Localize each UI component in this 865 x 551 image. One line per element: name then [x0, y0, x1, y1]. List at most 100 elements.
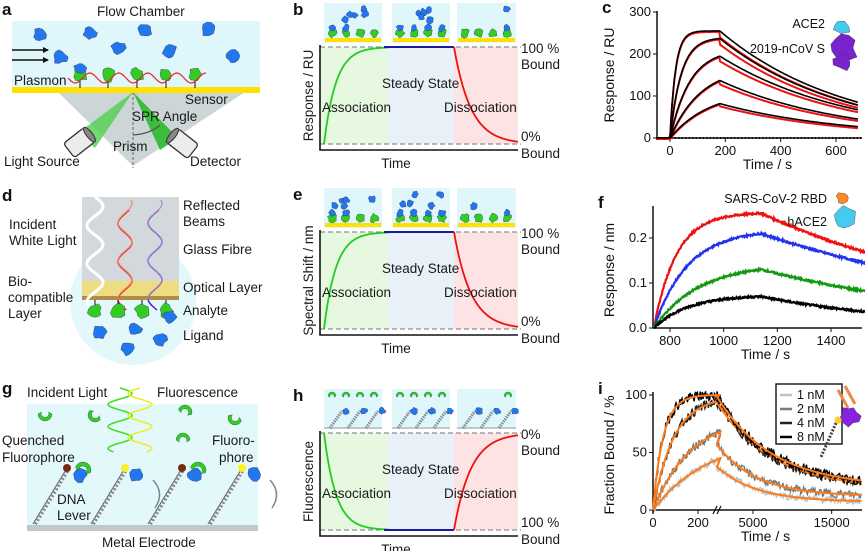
top-percent-label: 100 %: [521, 41, 559, 56]
y-tick-label: 100: [629, 88, 651, 103]
bound-ligand-icon: [424, 24, 432, 31]
free-ligand-icon: [427, 201, 436, 210]
bound-ligand-icon: [396, 208, 404, 218]
series-2-fit-line: [652, 430, 862, 511]
association-region: [320, 433, 388, 530]
fluoro-label: Fluoro-: [212, 433, 255, 448]
series-4-line: [653, 293, 865, 330]
panel-f-bli-chart: 0.0 0.1 0.2 800 1000 1200 1400 Time / s f Respons…: [598, 192, 865, 362]
sensor-surface: [325, 223, 381, 227]
panel-letter: e: [293, 185, 302, 204]
top-percent-label: 0%: [521, 427, 541, 442]
legend-label: 2 nM: [797, 402, 825, 416]
free-analyte-icon: [503, 391, 513, 398]
axis-break-icon: [712, 505, 722, 515]
spr-angle-label: SPR Angle: [132, 109, 197, 124]
analyte-icon: [225, 49, 241, 64]
y-axis-label: Response / RU: [301, 50, 316, 142]
x-tick-label: 200: [714, 143, 736, 158]
free-analyte-icon: [175, 432, 191, 443]
bound-analyte-icon: [73, 63, 88, 74]
receptor-icon: [355, 28, 366, 38]
ligand-icon: [446, 408, 455, 415]
quenched-fluorophore-icon: [63, 464, 71, 472]
ligand-icon: [427, 406, 436, 415]
panel-letter: i: [598, 379, 603, 398]
electrode: [324, 427, 382, 429]
bound-ligand-icon: [395, 24, 404, 32]
dna-label: DNA: [57, 492, 86, 507]
x-tick-label: 800: [659, 333, 681, 348]
legend-spike: 2019-nCoV S: [750, 42, 825, 56]
dna-helix: [148, 466, 186, 526]
free-analyte-icon: [327, 391, 337, 398]
analyte-icon: [152, 333, 169, 347]
x-axis-label: Time / s: [741, 346, 790, 362]
ligand-icon: [342, 408, 350, 415]
state-thumbnail-1: [324, 3, 382, 43]
dna-helix: [91, 466, 129, 526]
y-tick-label: 0: [644, 130, 651, 145]
analyte-icon: [82, 26, 98, 40]
series-2-line: [652, 230, 865, 329]
y-axis-label: Response / nm: [601, 223, 617, 317]
axes: [319, 230, 518, 336]
compatible-label: compatible: [8, 290, 73, 305]
ligand-icon: [110, 303, 126, 318]
hace2-icon: [834, 205, 856, 229]
y-axis-label: Response / RU: [601, 28, 617, 123]
free-ligand-icon: [341, 15, 349, 24]
dna-lever: [396, 410, 412, 429]
analyte-icon: [93, 325, 108, 340]
dissociation-label: Dissociation: [444, 100, 517, 115]
free-analyte-icon: [409, 391, 419, 398]
ligand-icon: [133, 303, 150, 319]
analyte-icon: [202, 21, 216, 36]
dissociation-region: [454, 47, 518, 144]
sensor-surface: [458, 38, 515, 42]
x-tick-label: 0: [649, 515, 656, 530]
dissociation-region: [454, 232, 518, 329]
receptor-icon: [460, 213, 470, 223]
panel-letter: f: [598, 193, 604, 212]
ligand-receptor-icon: [130, 66, 144, 81]
axes: [319, 431, 518, 537]
receptor-icon: [355, 213, 365, 223]
incident-white-light-wave: [85, 195, 105, 312]
bound-ligand-icon: [437, 209, 447, 218]
free-analyte-icon: [437, 391, 447, 398]
fluorescence-wave: [127, 387, 153, 453]
x-tick-label: 200: [687, 515, 709, 530]
incident-label: Incident: [9, 217, 57, 232]
bound-ligand-icon: [438, 24, 446, 33]
quenched-label: Quenched: [2, 433, 64, 448]
x-tick-label: 1000: [709, 333, 738, 348]
legend-rbd: SARS-CoV-2 RBD: [724, 192, 827, 206]
x-tick-label: 1400: [817, 333, 846, 348]
bound-ligand-icon: [503, 208, 511, 216]
x-axis-label: Time: [381, 156, 411, 171]
series-1-line: [652, 210, 865, 329]
bound-ligand-icon: [328, 24, 337, 32]
sensor-surface: [458, 223, 515, 227]
association-label: Association: [322, 100, 391, 115]
ligand-icon: [511, 408, 519, 415]
bound-ligand-icon: [341, 23, 350, 32]
series-1-fit-line: [656, 30, 859, 139]
legend-hace2: hACE2: [787, 215, 827, 229]
y-tick-label: 200: [629, 46, 651, 61]
y-axis-label: Fluorescence: [301, 441, 316, 522]
free-ligand-icon: [346, 10, 355, 18]
dna-lever: [414, 410, 430, 429]
sensor-surface: [393, 38, 449, 42]
ligand-icon: [187, 467, 202, 482]
state-thumbnail-3: [457, 389, 519, 429]
y-tick-label: 100: [625, 387, 647, 402]
incident-light-label: Incident Light: [27, 385, 108, 400]
dissociation-label: Dissociation: [444, 285, 517, 300]
bottom-bound-label: Bound: [521, 331, 560, 346]
optical-layer: [82, 281, 179, 296]
receptor-icon: [473, 213, 483, 223]
series-4-data-line: [652, 390, 862, 514]
